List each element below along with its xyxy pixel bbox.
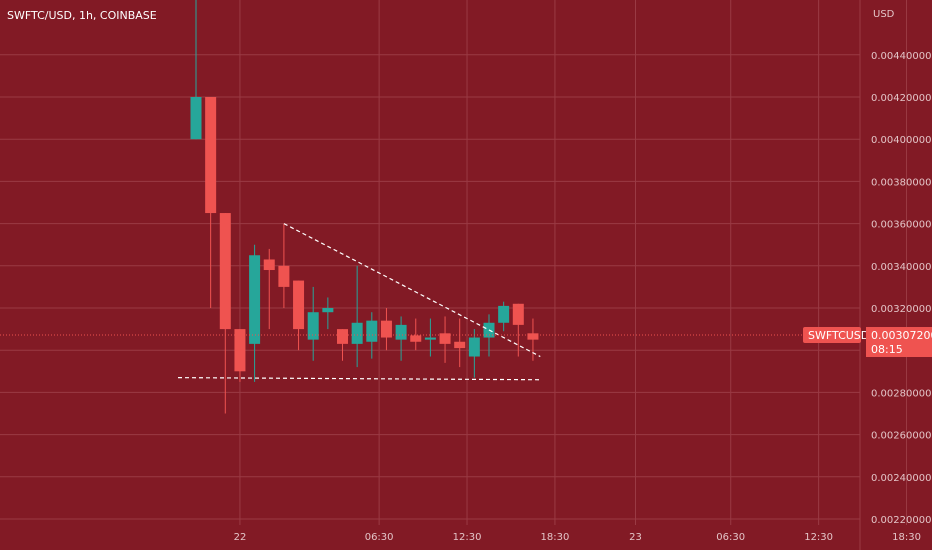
candle-body — [190, 97, 202, 140]
candle — [512, 303, 524, 357]
candle-body — [293, 280, 305, 330]
trendline[interactable] — [283, 223, 541, 358]
candle-body — [205, 97, 217, 214]
candle — [498, 301, 510, 332]
candle — [380, 308, 392, 351]
chart-title: SWFTC/USD, 1h, COINBASE — [7, 9, 157, 22]
candle — [249, 244, 261, 382]
candle — [190, 0, 202, 140]
candle-body — [351, 322, 363, 344]
last-price-label: SWFTCUSD 0.00307200 08:15 — [803, 327, 932, 358]
candle — [351, 265, 363, 368]
candle-body — [219, 213, 231, 330]
candle — [322, 297, 334, 330]
candle-body — [439, 333, 451, 344]
price-badge-value: 0.00307200 — [871, 329, 932, 342]
candle-body — [468, 337, 480, 357]
candle — [205, 97, 217, 308]
price-badge-countdown: 08:15 — [871, 343, 903, 356]
candle-body — [337, 329, 348, 344]
price-axis[interactable]: 0.00220000 0.00240000 0.00260000 0.00280000… — [871, 51, 931, 526]
grid-lines — [0, 0, 908, 525]
candle — [234, 329, 246, 382]
time-tick-label: 06:30 — [365, 532, 394, 543]
candle — [395, 316, 407, 361]
price-tick-label: 0.00420000 — [871, 93, 931, 104]
candle-body — [424, 337, 436, 340]
time-tick-label: 18:30 — [541, 532, 570, 543]
candle — [337, 329, 348, 361]
price-tick-label: 0.00340000 — [871, 262, 931, 273]
candle-body — [380, 320, 392, 338]
candle-body — [234, 329, 246, 372]
candle — [366, 312, 378, 359]
price-tick-label: 0.00380000 — [871, 177, 931, 188]
price-badge — [866, 327, 932, 358]
price-axis-unit: USD — [873, 9, 895, 20]
time-tick-label: 12:30 — [804, 532, 833, 543]
trendline[interactable] — [177, 377, 541, 381]
time-tick-label: 06:30 — [716, 532, 745, 543]
time-tick-label: 12:30 — [453, 532, 482, 543]
candle — [454, 318, 466, 368]
price-tick-label: 0.00400000 — [871, 135, 931, 146]
candle — [439, 316, 451, 363]
candlestick-series — [190, 0, 539, 414]
candle-body — [527, 333, 539, 340]
time-tick-label: 22 — [234, 532, 247, 543]
candle — [307, 286, 319, 361]
candle — [293, 280, 305, 351]
symbol-badge — [803, 327, 861, 344]
price-tick-label: 0.00260000 — [871, 431, 931, 442]
time-tick-label: 18:30 — [892, 532, 921, 543]
candle-body — [322, 308, 334, 313]
price-tick-label: 0.00360000 — [871, 220, 931, 231]
candle-body — [307, 312, 319, 340]
candle-body — [498, 305, 510, 323]
candle-body — [512, 303, 524, 325]
candle-body — [278, 265, 290, 287]
candle-body — [263, 259, 275, 271]
candle-body — [395, 324, 407, 340]
candle — [468, 329, 480, 378]
candle — [410, 318, 422, 351]
price-tick-label: 0.00320000 — [871, 304, 931, 315]
candle — [219, 213, 231, 414]
price-tick-label: 0.00280000 — [871, 388, 931, 399]
candle-body — [410, 335, 422, 342]
price-tick-label: 0.00220000 — [871, 515, 931, 526]
candle-body — [366, 320, 378, 342]
drawn-trendlines[interactable] — [177, 223, 541, 381]
price-tick-label: 0.00440000 — [871, 51, 931, 62]
symbol-badge-text: SWFTCUSD — [808, 329, 869, 342]
time-tick-label: 23 — [629, 532, 642, 543]
candle — [263, 248, 275, 330]
price-tick-label: 0.00240000 — [871, 473, 931, 484]
time-axis[interactable]: 22 06:30 12:30 18:30 23 06:30 12:30 18:30 — [234, 532, 921, 543]
candle-body — [454, 341, 466, 349]
candle — [424, 318, 436, 357]
candle-body — [249, 255, 261, 344]
candle — [278, 223, 290, 308]
candle — [527, 318, 539, 361]
